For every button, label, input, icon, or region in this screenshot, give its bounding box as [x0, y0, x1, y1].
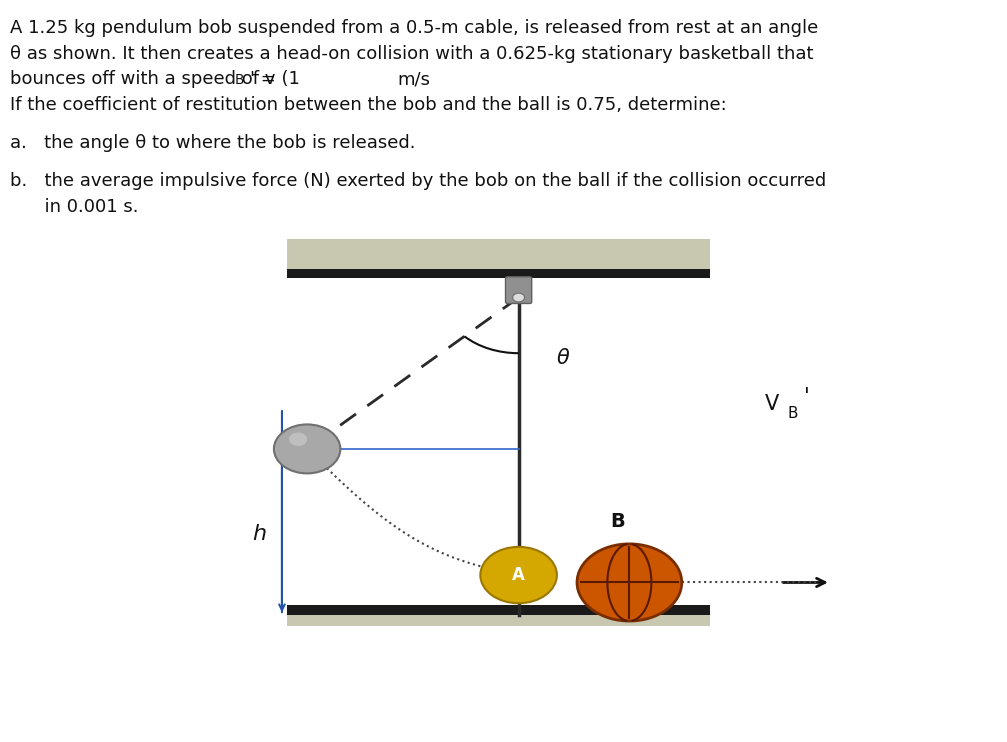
Text: B: B [610, 511, 624, 531]
Text: bounces off with a speed of v: bounces off with a speed of v [10, 70, 276, 88]
Text: B: B [787, 406, 798, 421]
Text: in 0.001 s.: in 0.001 s. [10, 198, 139, 216]
Text: V: V [765, 395, 779, 414]
Circle shape [274, 424, 340, 473]
Bar [287, 605, 710, 615]
Bar [287, 269, 710, 278]
Circle shape [513, 293, 525, 302]
Text: ': ' [804, 387, 810, 407]
Text: If the coefficient of restitution between the bob and the ball is 0.75, determin: If the coefficient of restitution betwee… [10, 96, 727, 114]
Circle shape [577, 544, 682, 621]
Text: θ as shown. It then creates a head-on collision with a 0.625-kg stationary baske: θ as shown. It then creates a head-on co… [10, 45, 814, 62]
Text: A 1.25 kg pendulum bob suspended from a 0.5-m cable, is released from rest at an: A 1.25 kg pendulum bob suspended from a … [10, 19, 819, 36]
Circle shape [289, 433, 307, 446]
Text: ' = (1: ' = (1 [250, 70, 300, 88]
Circle shape [480, 547, 557, 603]
Text: B: B [235, 73, 244, 88]
Text: $\theta$: $\theta$ [556, 349, 570, 368]
Text: a.   the angle θ to where the bob is released.: a. the angle θ to where the bob is relea… [10, 134, 416, 151]
FancyBboxPatch shape [506, 277, 532, 303]
Bar [287, 239, 710, 271]
Text: A: A [513, 566, 525, 584]
Bar [287, 605, 710, 626]
Text: m/s: m/s [398, 70, 431, 88]
Text: b.   the average impulsive force (N) exerted by the bob on the ball if the colli: b. the average impulsive force (N) exert… [10, 172, 827, 190]
Text: h: h [252, 525, 266, 544]
